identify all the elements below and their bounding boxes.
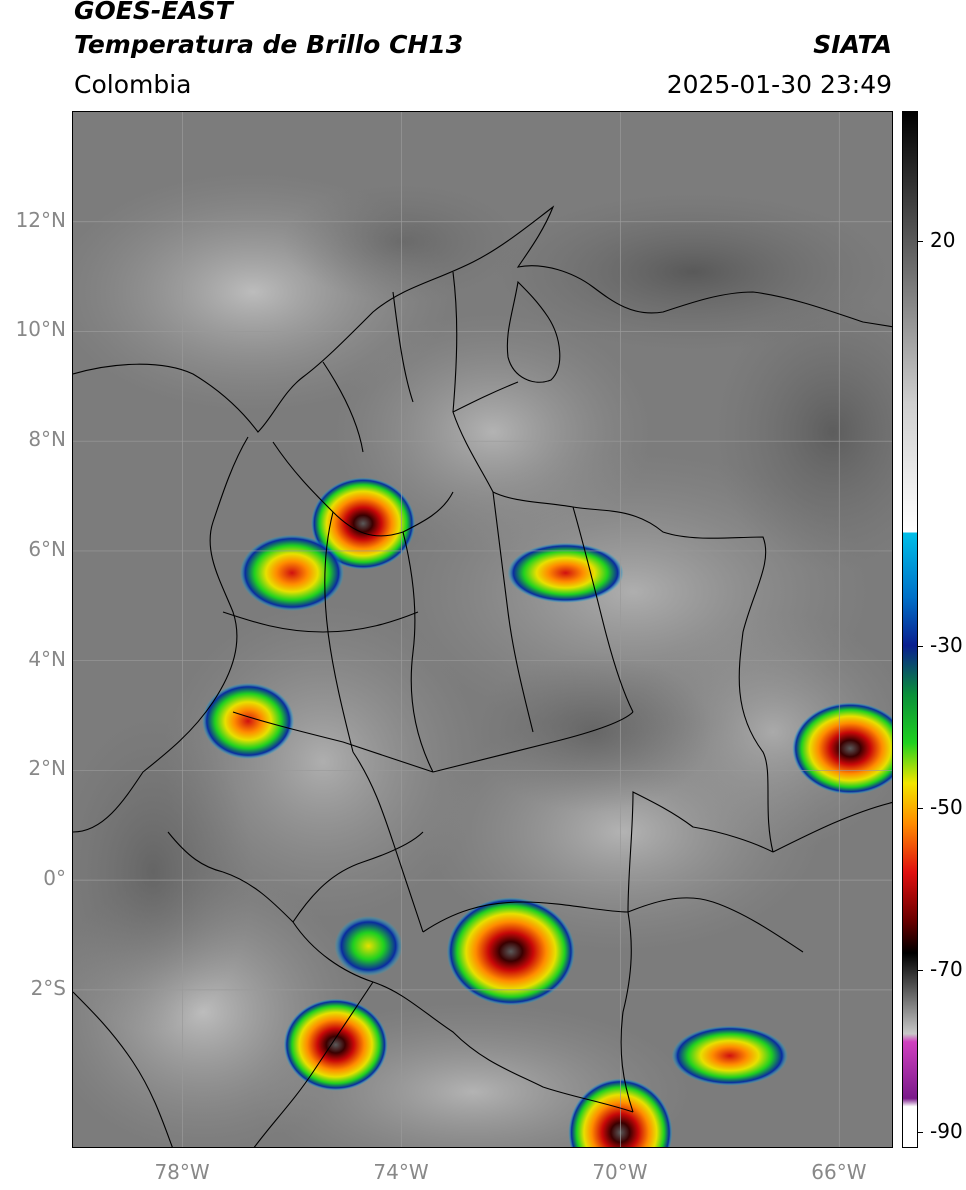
product-title: Temperatura de Brillo CH13 <box>74 30 464 59</box>
cloud-cell-choco-cell <box>239 534 344 611</box>
lat-label: 2°N <box>28 756 66 781</box>
borders <box>73 205 892 1147</box>
colorbar-tick <box>917 645 923 647</box>
colombia-venezuela-border <box>452 381 774 853</box>
brazil-inner <box>627 897 804 953</box>
colorbar-label: -30 <box>930 632 963 657</box>
region-label: Colombia <box>74 70 192 99</box>
colorbar-tick <box>917 807 923 809</box>
cloud-cell-llanos-cell <box>507 542 624 603</box>
satellite-map[interactable] <box>72 111 893 1148</box>
dept-3 <box>402 531 434 773</box>
lat-label: 12°N <box>15 207 66 232</box>
graticule <box>73 112 892 1147</box>
colorbar-label: -50 <box>930 794 963 819</box>
colorbar-tick <box>917 240 923 242</box>
colorbar-label: 20 <box>930 227 956 252</box>
dept-10 <box>422 901 629 933</box>
lon-label: 66°W <box>811 1160 867 1184</box>
dept-14 <box>452 271 458 413</box>
satellite-title: GOES-EAST <box>74 0 233 25</box>
colorbar-tick <box>917 969 923 971</box>
dept-1 <box>272 441 454 537</box>
colorbar-label: -70 <box>930 956 963 981</box>
lat-label: 6°N <box>28 536 66 561</box>
pacific-coast <box>73 436 249 833</box>
cloud-cell-peru-cell <box>334 915 403 976</box>
dept-8 <box>492 491 534 733</box>
lon-label: 70°W <box>592 1160 648 1184</box>
cloud-cell-brazil-cell <box>671 1025 788 1086</box>
colorbar-label: -90 <box>930 1118 963 1143</box>
cloud-cell-amazon-center-cell <box>446 897 575 1006</box>
dept-4 <box>222 611 419 633</box>
venezuela-brazil-border <box>772 801 892 853</box>
lat-label: 2°S <box>30 975 66 1000</box>
dept-9 <box>572 506 634 713</box>
lon-label: 74°W <box>373 1160 429 1184</box>
dept-13 <box>392 291 414 403</box>
maracaibo-lake <box>506 280 561 383</box>
colorbar-tick <box>917 1131 923 1133</box>
temperature-colorbar <box>902 111 918 1148</box>
lat-label: 4°N <box>28 646 66 671</box>
peru-ecuador-border <box>253 981 374 1147</box>
caribbean-coast <box>73 205 892 433</box>
dept-5 <box>232 711 434 773</box>
dept-11 <box>292 831 424 923</box>
cloud-cell-venezuela-east-cell <box>792 702 892 795</box>
cloud-cell-ecuador-cell <box>283 998 388 1091</box>
colombia-brazil-border <box>620 791 774 1113</box>
lon-label: 78°W <box>154 1160 210 1184</box>
colombia-ecuador-border <box>167 831 224 873</box>
lat-label: 0° <box>43 866 66 891</box>
agency-label: SIATA <box>813 30 892 59</box>
cloud-cell-pacific-cell <box>202 683 295 760</box>
cloud-cell-antioquia-core <box>311 477 416 570</box>
lat-label: 10°N <box>15 317 66 342</box>
colombia-peru-border <box>222 871 634 1113</box>
convective-cells <box>202 477 892 1147</box>
dept-12 <box>322 361 364 453</box>
lat-label: 8°N <box>28 427 66 452</box>
datetime-label: 2025-01-30 23:49 <box>666 70 892 99</box>
ecuador-coast <box>73 991 173 1147</box>
dept-6 <box>352 751 424 933</box>
dept-7 <box>432 711 634 773</box>
